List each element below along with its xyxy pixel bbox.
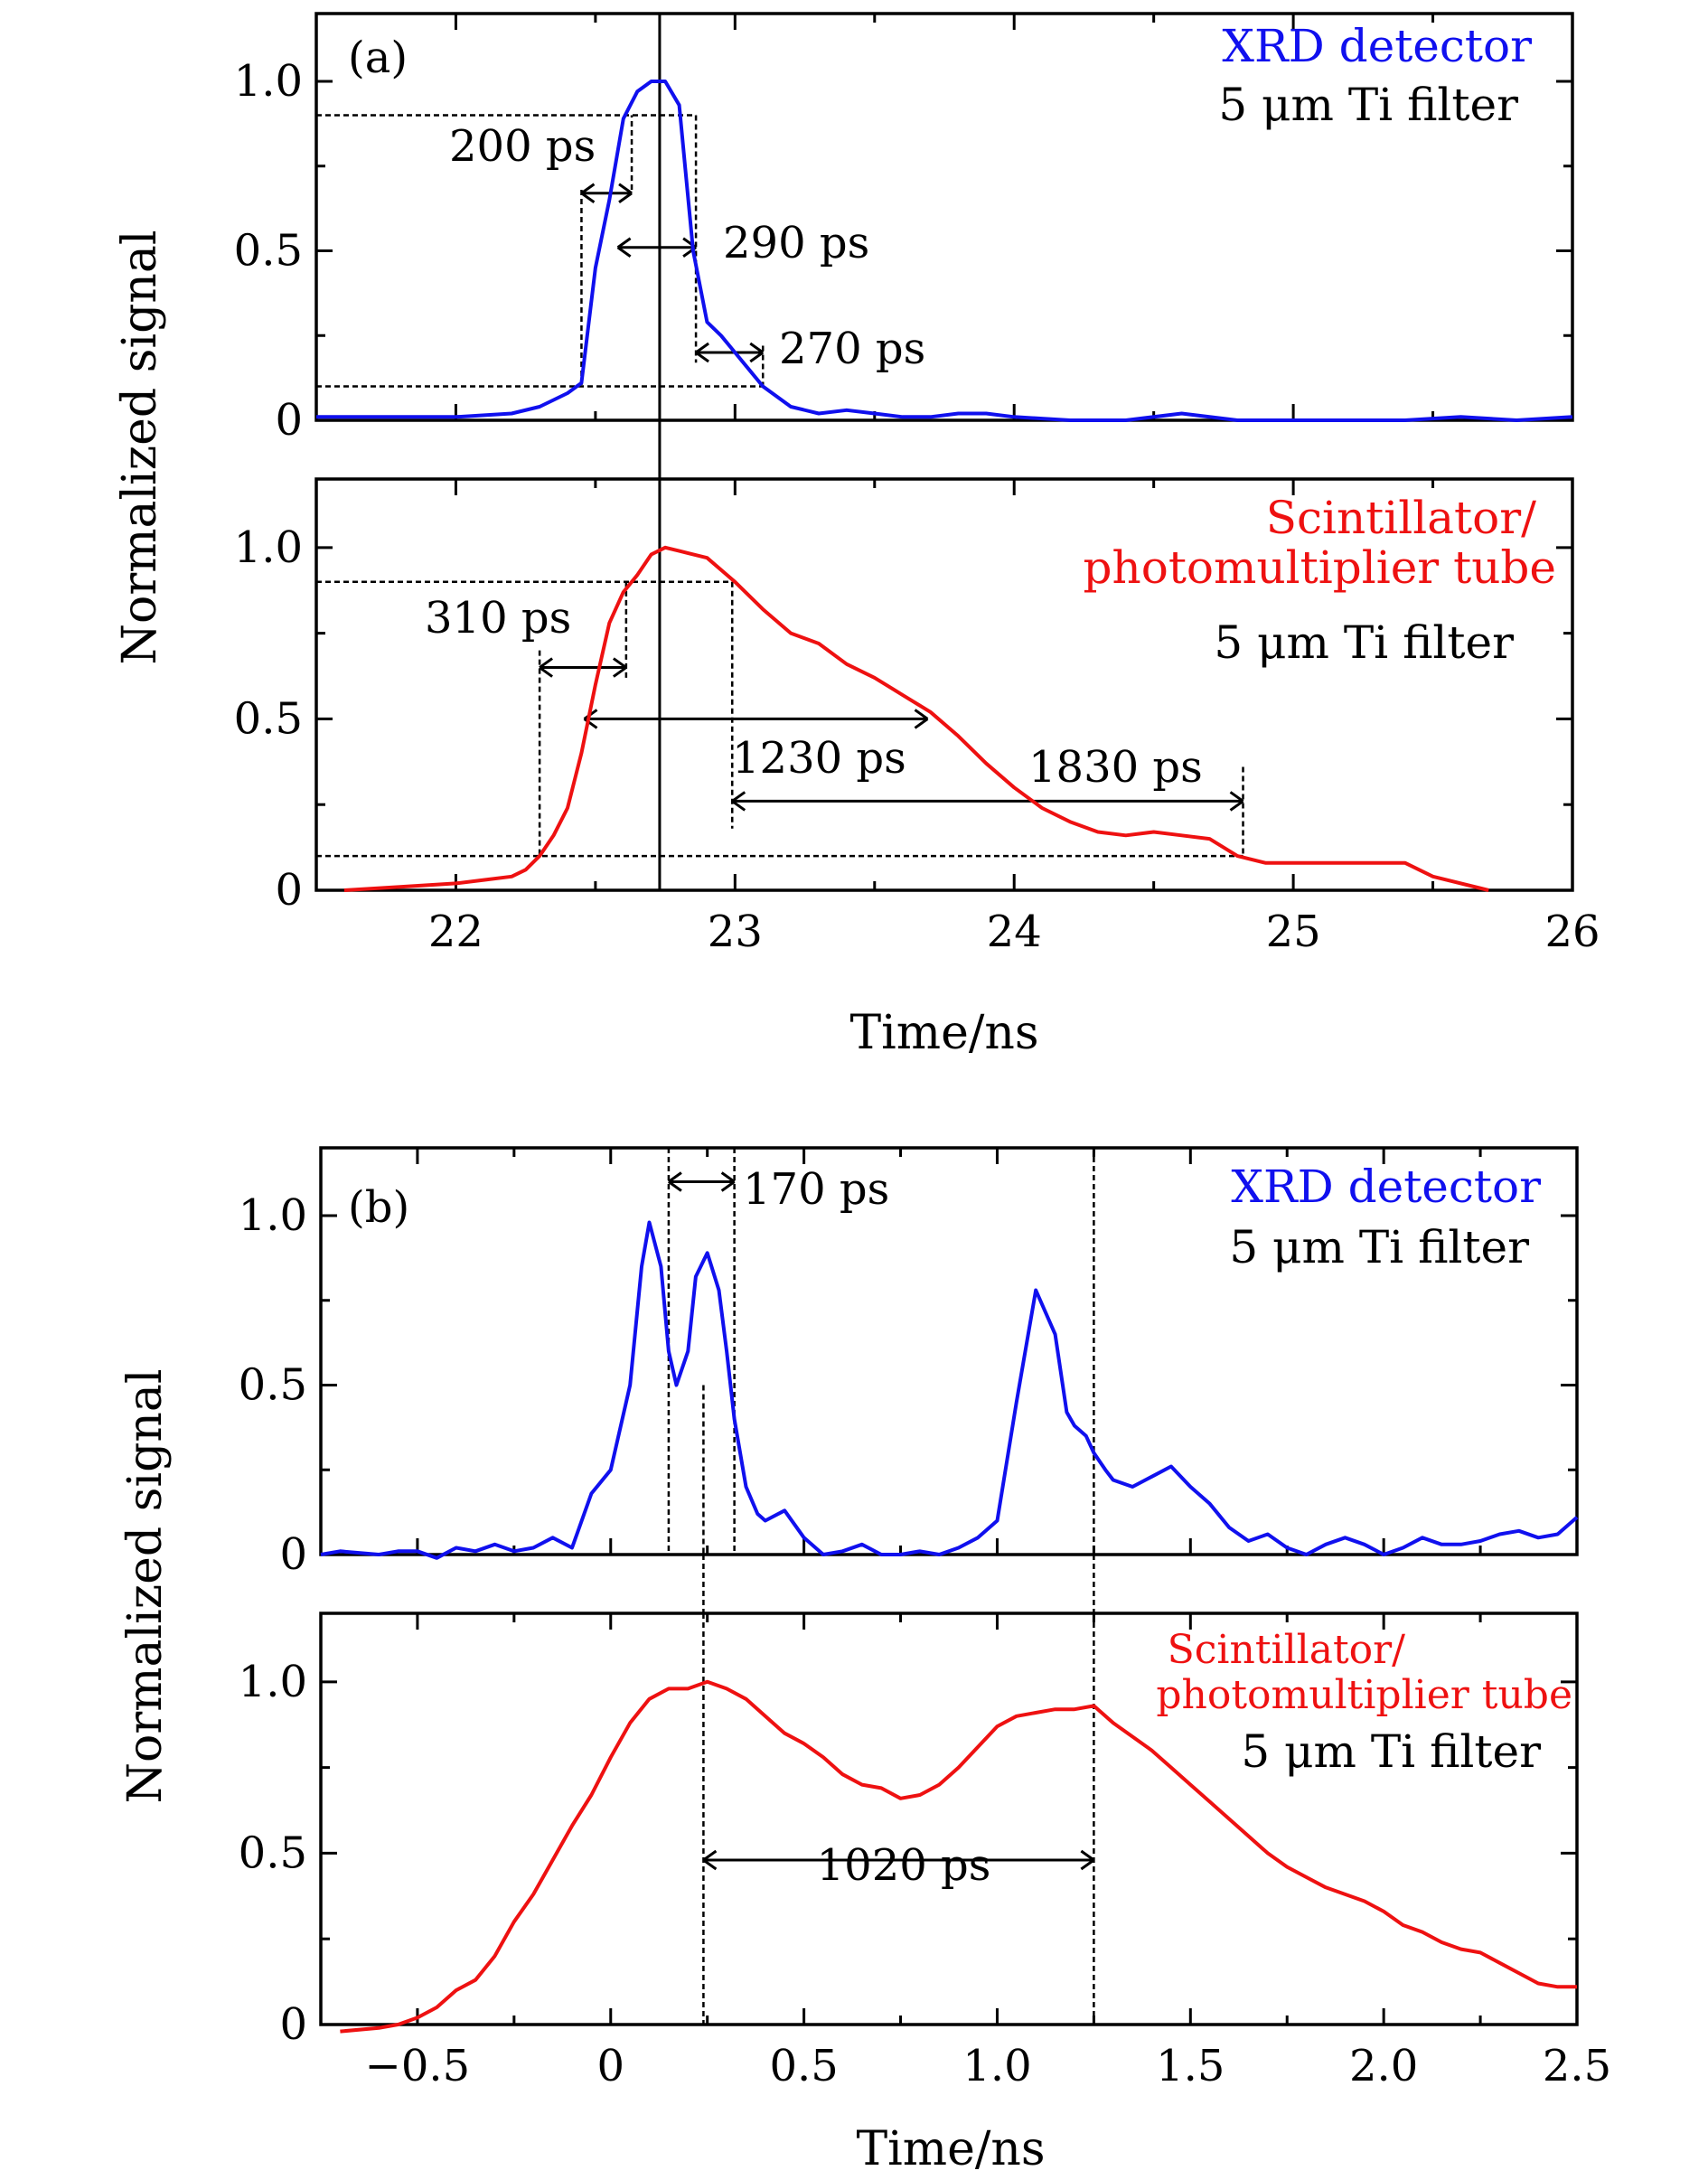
xrd-signal-line [316,80,1573,422]
arrow-head [616,237,632,258]
x-tick-label: 25 [1266,907,1321,957]
x-tick-label: 2.5 [1543,2041,1611,2091]
legend-scintillator: Scintillator/ [1168,1627,1406,1673]
legend-photomultiplier: photomultiplier tube [1084,541,1556,594]
y-tick-labels: 0 0.5 1.0 [234,522,303,916]
plot-frame [319,1146,1579,1556]
x-axis-label: Time/ns [856,2122,1045,2176]
y-axis-label: Normalized signal [113,230,167,665]
y-tick-label: 1.0 [234,522,303,573]
annotation-1020ps: 1020 ps [817,1840,991,1891]
arrow-head [1229,791,1244,812]
x-tick-label: 0.5 [769,2041,838,2091]
figure-a-axis-labels: 0 0.5 1.0 0 0.5 1.0 22 23 24 25 26 Time/ns Norma… [113,56,1600,1060]
x-tick-label: 26 [1544,907,1600,957]
annotation-1830ps: 1830 ps [1028,742,1203,793]
arrow-head [668,1171,682,1192]
plot-frame [319,1612,1579,2026]
tick-marks [319,1613,1579,2026]
arrow-head [1080,1849,1095,1871]
plot-frame [314,12,1574,422]
arrow-head [720,1171,736,1192]
x-axis-label: Time/ns [849,1006,1038,1060]
y-tick-label: 0.5 [239,1828,307,1878]
y-tick-label: 0.5 [239,1360,307,1411]
annotation-1230ps: 1230 ps [732,733,906,784]
x-tick-label: −0.5 [365,2041,471,2091]
legend-filter: 5 μm Ti filter [1214,616,1514,669]
y-axis-label: Normalized signal [118,1369,173,1804]
annotation-170ps: 170 ps [743,1164,889,1215]
panel-b-bottom-plot: Scintillator/ photomultiplier tube 5 μm … [319,1612,1579,2034]
legend-xrd-detector: XRD detector [1231,1160,1541,1213]
arrow-head [539,657,553,678]
x-tick-label: 0 [596,2041,624,2091]
arrow-head [612,657,627,678]
y-tick-label: 0 [275,865,303,916]
guide-lines [667,1148,1095,1613]
tick-marks [314,479,1574,892]
figure-b-axis-labels: 0 0.5 1.0 0 0.5 1.0 −0.5 0 0.5 1.0 1.5 2.0 2.5 Tim… [118,1190,1611,2176]
guide-lines [316,14,765,890]
y-tick-labels: 0 0.5 1.0 [239,1190,307,1580]
arrow-head [702,1849,718,1871]
tick-marks [319,1148,1579,1556]
arrow-head [731,791,746,812]
y-tick-label: 0 [275,395,303,446]
y-tick-label: 0 [279,1529,307,1580]
scintillator-signal-line [340,1679,1577,2034]
x-tick-label: 1.0 [962,2041,1031,2091]
annotation-290ps: 290 ps [723,218,869,268]
y-tick-label: 1.0 [239,1657,307,1707]
legend-scintillator: Scintillator/ [1266,492,1536,544]
panel-a-top-plot: (a) XRD detector 5 μm Ti filter 200 ps 2… [314,12,1574,890]
panel-b-top-plot: (b) XRD detector 5 μm Ti filter 170 ps [319,1146,1579,1613]
y-tick-labels: 0 0.5 1.0 [239,1657,307,2050]
xrd-signal-line [320,1220,1579,1560]
arrow-head [695,342,709,363]
y-tick-label: 1.0 [234,56,303,107]
arrow-head [618,183,633,203]
annotation-270ps: 270 ps [779,324,925,374]
y-tick-label: 0.5 [234,693,303,744]
x-tick-label: 1.5 [1156,2041,1225,2091]
x-tick-labels: 22 23 24 25 26 [428,907,1600,957]
legend-photomultiplier: photomultiplier tube [1156,1672,1572,1718]
x-tick-label: 22 [428,907,483,957]
legend-filter: 5 μm Ti filter [1218,79,1518,131]
panel-label: (a) [348,33,408,83]
arrow-head [749,342,765,363]
y-tick-labels: 0 0.5 1.0 [234,56,303,446]
arrow-head [914,709,929,729]
y-tick-label: 0.5 [234,226,303,277]
legend-xrd-detector: XRD detector [1222,20,1532,72]
x-tick-label: 2.0 [1349,2041,1418,2091]
scintillator-signal-line [343,545,1489,892]
panel-label: (b) [348,1182,409,1233]
x-tick-labels: −0.5 0 0.5 1.0 1.5 2.0 2.5 [365,2041,1612,2091]
legend-filter: 5 μm Ti filter [1229,1221,1529,1273]
plot-frame [314,477,1574,892]
annotation-200ps: 200 ps [449,121,596,172]
x-tick-label: 24 [987,907,1042,957]
tick-marks [314,14,1574,422]
guide-lines [316,580,1244,858]
y-tick-label: 0 [279,1999,307,2050]
panel-a-bottom-plot: Scintillator/ photomultiplier tube 5 μm … [314,477,1574,892]
legend-filter: 5 μm Ti filter [1241,1725,1541,1778]
y-tick-label: 1.0 [239,1190,307,1241]
guide-lines [702,1613,1095,2025]
annotation-310ps: 310 ps [425,593,571,644]
arrow-head [580,183,596,203]
x-tick-label: 23 [708,907,763,957]
